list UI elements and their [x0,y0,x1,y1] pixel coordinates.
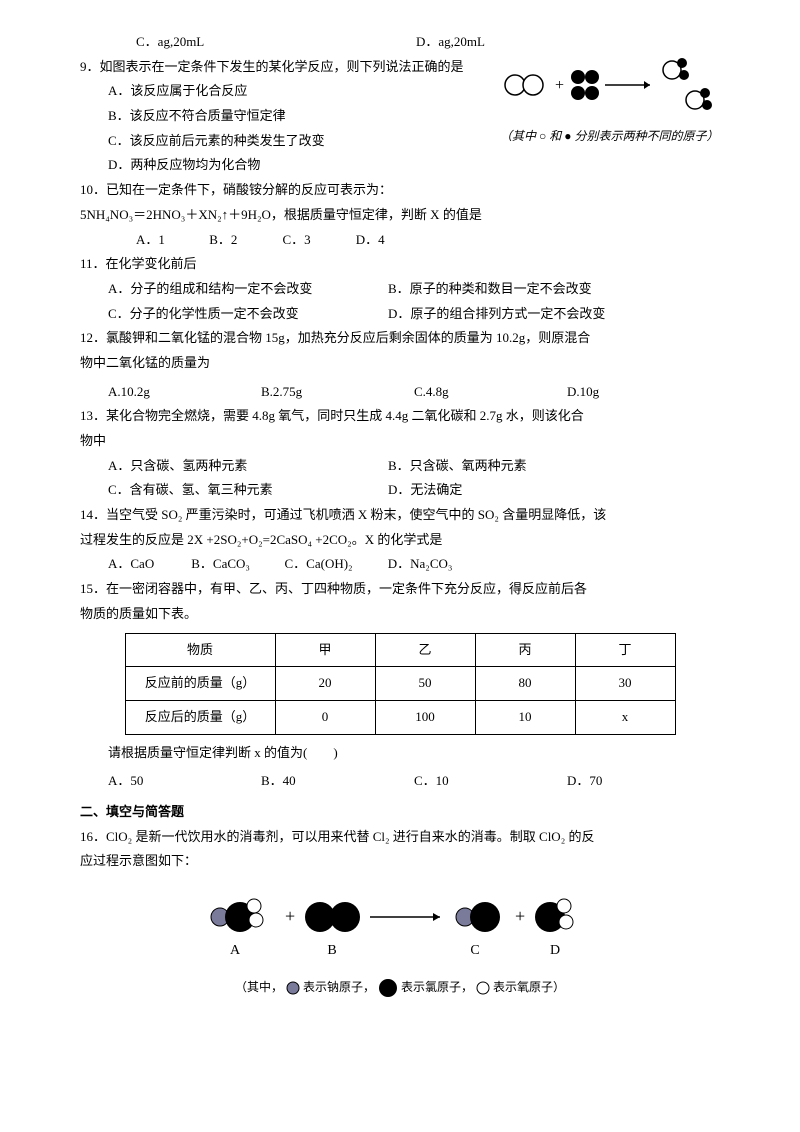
q11-opt-d: D．原子的组合排列方式一定不会改变 [388,302,605,327]
q10-opt-d: D．4 [356,228,426,253]
q10-stem2: 5NH₄NO₃＝2HNO₃＋XN₂↑＋9H₂O，根据质量守恒定律，判断 X 的值… [80,203,720,228]
q14-opt-d: D．Na₂CO₃ [388,552,478,577]
q15-r1-label: 反应前的质量（g） [125,667,275,701]
svg-text:+: + [555,77,564,94]
svg-text:+: + [285,906,295,926]
q9-opt-c: C．该反应前后元素的种类发生了改变 [80,129,500,154]
q11-stem: 11．在化学变化前后 [80,252,720,277]
q13-row-cd: C．含有碳、氢、氧三种元素 D．无法确定 [80,478,720,503]
q16-label-a: A [230,943,241,958]
q11-opt-b: B．原子的种类和数目一定不会改变 [388,277,592,302]
q13-opt-d: D．无法确定 [388,478,462,503]
q16-legend: （其中， 表示钠原子， 表示氯原子， 表示氧原子） [80,976,720,999]
q15-opt-a: A．50 [108,769,261,794]
q15-r2-label: 反应后的质量（g） [125,700,275,734]
q15-r2-0: 0 [275,700,375,734]
q14-opt-a: A．CaO [108,552,188,577]
q8-options-cd: C．ag,20mL D．ag,20mL [80,30,720,55]
q10-stem1: 10．已知在一定条件下，硝酸铵分解的反应可表示为： [80,178,720,203]
q8-opt-d: D．ag,20mL [416,30,485,55]
q11-row-ab: A．分子的组成和结构一定不会改变 B．原子的种类和数目一定不会改变 [80,277,720,302]
q9-block: 9．如图表示在一定条件下发生的某化学反应，则下列说法正确的是 A．该反应属于化合… [80,55,720,178]
q15-stem2: 物质的质量如下表。 [80,602,720,627]
q15-th-3: 丙 [475,633,575,667]
q13-opt-b: B．只含碳、氧两种元素 [388,454,527,479]
q9-opt-b: B．该反应不符合质量守恒定律 [80,104,500,129]
q15-r2-3: x [575,700,675,734]
q12-stem1: 12．氯酸钾和二氧化锰的混合物 15g，加热充分反应后剩余固体的质量为 10.2… [80,326,720,351]
q16-reaction-diagram: A + B C + D [80,882,720,972]
q15-options: A．50 B．40 C．10 D．70 [80,769,720,794]
q15-r1-2: 80 [475,667,575,701]
q11-opt-c: C．分子的化学性质一定不会改变 [108,302,388,327]
q16-label-b: B [327,943,336,958]
q9-legend: （其中 ○ 和 ● 分别表示两种不同的原子） [500,125,720,148]
q15-r1-3: 30 [575,667,675,701]
q10-opt-b: B．2 [209,228,279,253]
q15-th-1: 甲 [275,633,375,667]
q9-reaction-diagram: + [500,55,720,125]
q15-table: 物质 甲 乙 丙 丁 反应前的质量（g） 20 50 80 30 反应后的质量（… [80,633,720,735]
q15-th-2: 乙 [375,633,475,667]
q15-r2-2: 10 [475,700,575,734]
q15-opt-b: B．40 [261,769,414,794]
q8-opt-c: C．ag,20mL [136,30,416,55]
q14-opt-b: B．CaCO₃ [191,552,281,577]
q9-opt-a: A．该反应属于化合反应 [80,79,500,104]
q14-opt-c: C．Ca(OH)₂ [285,552,385,577]
q13-stem1: 13．某化合物完全燃烧，需要 4.8g 氧气，同时只生成 4.4g 二氧化碳和 … [80,404,720,429]
q13-stem2: 物中 [80,429,720,454]
q15-r1-0: 20 [275,667,375,701]
section2-heading: 二、填空与简答题 [80,800,720,825]
q12-opt-b: B.2.75g [261,380,414,405]
q14-options: A．CaO B．CaCO₃ C．Ca(OH)₂ D．Na₂CO₃ [80,552,720,577]
q10-opt-a: A．1 [136,228,206,253]
q16-stem1: 16．ClO₂ 是新一代饮用水的消毒剂，可以用来代替 Cl₂ 进行自来水的消毒。… [80,825,720,850]
q15-opt-c: C．10 [414,769,567,794]
q13-row-ab: A．只含碳、氢两种元素 B．只含碳、氧两种元素 [80,454,720,479]
q15-opt-d: D．70 [567,769,720,794]
q12-opt-d: D.10g [567,380,720,405]
q15-th-0: 物质 [125,633,275,667]
q11-row-cd: C．分子的化学性质一定不会改变 D．原子的组合排列方式一定不会改变 [80,302,720,327]
q14-stem1: 14．当空气受 SO₂ 严重污染时，可通过飞机喷洒 X 粉末，使空气中的 SO₂… [80,503,720,528]
q9-opt-d: D．两种反应物均为化合物 [80,153,500,178]
q12-options: A.10.2g B.2.75g C.4.8g D.10g [80,380,720,405]
svg-text:+: + [515,906,525,926]
q12-opt-c: C.4.8g [414,380,567,405]
q16-label-d: D [550,943,560,958]
q16-label-c: C [470,943,479,958]
q12-opt-a: A.10.2g [108,380,261,405]
q16-stem2: 应过程示意图如下： [80,849,720,874]
q14-stem2: 过程发生的反应是 2X +2SO₂+O₂=2CaSO₄ +2CO₂。X 的化学式… [80,528,720,553]
q15-prompt: 请根据质量守恒定律判断 x 的值为( ) [80,741,720,766]
q11-opt-a: A．分子的组成和结构一定不会改变 [108,277,388,302]
q12-stem2: 物中二氧化锰的质量为 [80,351,720,376]
q9-stem: 9．如图表示在一定条件下发生的某化学反应，则下列说法正确的是 [80,55,500,80]
q15-r1-1: 50 [375,667,475,701]
q15-r2-1: 100 [375,700,475,734]
q15-th-4: 丁 [575,633,675,667]
q10-opt-c: C．3 [283,228,353,253]
q10-options: A．1 B．2 C．3 D．4 [80,228,720,253]
q15-stem1: 15．在一密闭容器中，有甲、乙、丙、丁四种物质，一定条件下充分反应，得反应前后各 [80,577,720,602]
q13-opt-a: A．只含碳、氢两种元素 [108,454,388,479]
q13-opt-c: C．含有碳、氢、氧三种元素 [108,478,388,503]
